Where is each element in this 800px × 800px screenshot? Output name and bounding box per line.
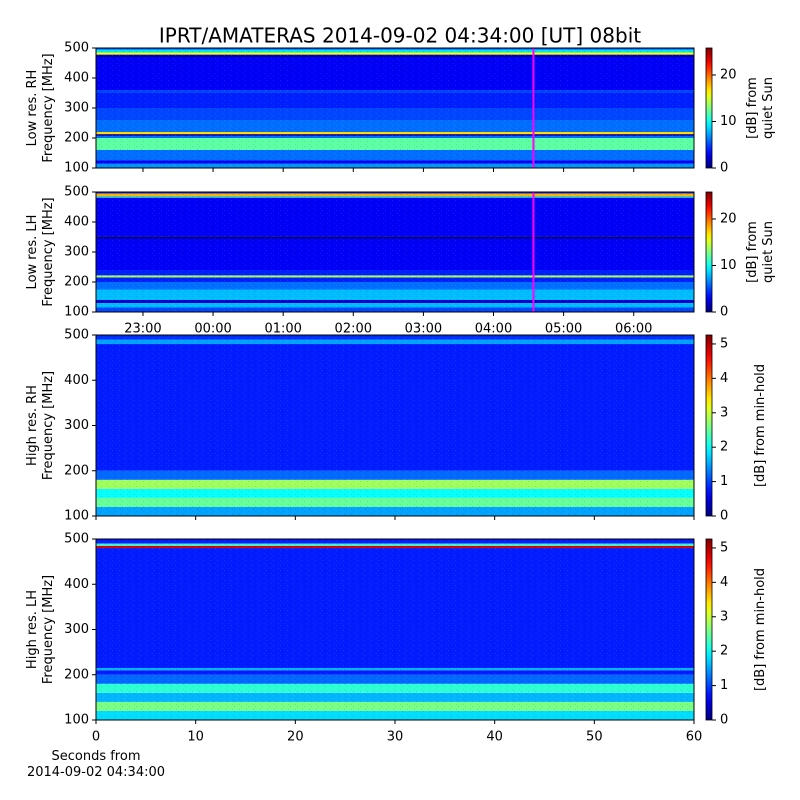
- y-tick-label: 400: [64, 577, 89, 592]
- y-tick-label: 300: [64, 622, 89, 637]
- colorbar-label: [dB] fromquiet Sun: [745, 77, 776, 139]
- x-tick-label: 40: [486, 730, 503, 745]
- x-tick-label: 04:00: [475, 322, 512, 337]
- colorbar-tick-label: 3: [720, 609, 728, 624]
- y-tick-label: 400: [64, 373, 89, 388]
- chart-title: IPRT/AMATERAS 2014-09-02 04:34:00 [UT] 0…: [159, 24, 641, 48]
- y-axis-label: Low res. LHFrequency [MHz]: [25, 197, 56, 306]
- y-tick-label: 400: [64, 215, 89, 230]
- colorbar: [705, 334, 713, 517]
- x-tick-label: 03:00: [405, 322, 442, 337]
- x-tick-label: 10: [187, 730, 204, 745]
- x-tick-label: 02:00: [335, 322, 372, 337]
- x-tick-label: 0: [92, 730, 100, 745]
- colorbar: [705, 538, 713, 721]
- y-axis-label: High res. RHFrequency [MHz]: [25, 371, 56, 480]
- y-tick-label: 300: [64, 101, 89, 116]
- y-axis-label: High res. LHFrequency [MHz]: [25, 575, 56, 684]
- colorbar-tick-label: 1: [720, 474, 728, 489]
- x-tick-label: 06:00: [615, 322, 652, 337]
- y-tick-label: 400: [64, 71, 89, 86]
- x-tick-label: 20: [287, 730, 304, 745]
- colorbar-tick-label: 10: [720, 258, 737, 273]
- colorbar-label: [dB] from min-hold: [753, 568, 768, 691]
- y-tick-label: 200: [64, 667, 89, 682]
- colorbar-tick-label: 5: [720, 336, 728, 351]
- colorbar-tick-label: 2: [720, 644, 728, 659]
- y-tick-label: 100: [64, 713, 89, 728]
- y-tick-label: 100: [64, 161, 89, 176]
- colorbar-tick-label: 0: [720, 305, 728, 320]
- y-tick-label: 200: [64, 463, 89, 478]
- colorbar-tick-label: 2: [720, 440, 728, 455]
- x-tick-label: 60: [686, 730, 703, 745]
- colorbar-tick-label: 0: [720, 161, 728, 176]
- y-tick-label: 500: [64, 41, 89, 56]
- colorbar: [705, 47, 713, 169]
- colorbar-tick-label: 4: [720, 575, 728, 590]
- texture: [96, 48, 694, 168]
- y-tick-label: 200: [64, 131, 89, 146]
- colorbar: [705, 191, 713, 313]
- x-tick-label: 05:00: [545, 322, 582, 337]
- x-tick-label: 50: [586, 730, 603, 745]
- y-tick-label: 200: [64, 275, 89, 290]
- colorbar-tick-label: 1: [720, 678, 728, 693]
- x-tick-label: 01:00: [264, 322, 301, 337]
- colorbar-tick-label: 0: [720, 509, 728, 524]
- x-tick-label: 30: [387, 730, 404, 745]
- x-tick-label: 23:00: [124, 322, 161, 337]
- y-tick-label: 300: [64, 418, 89, 433]
- colorbar-tick-label: 5: [720, 540, 728, 555]
- y-tick-label: 100: [64, 509, 89, 524]
- colorbar-tick-label: 20: [720, 67, 737, 82]
- x-axis-label: Seconds from 2014-09-02 04:34:00: [27, 749, 165, 780]
- texture: [96, 192, 694, 312]
- y-tick-label: 100: [64, 305, 89, 320]
- y-tick-label: 300: [64, 245, 89, 260]
- y-tick-label: 500: [64, 532, 89, 547]
- colorbar-tick-label: 3: [720, 405, 728, 420]
- texture: [96, 335, 694, 516]
- x-tick-label: 00:00: [194, 322, 231, 337]
- colorbar-label: [dB] from min-hold: [753, 364, 768, 487]
- colorbar-tick-label: 4: [720, 371, 728, 386]
- texture: [96, 539, 694, 720]
- colorbar-tick-label: 10: [720, 114, 737, 129]
- colorbar-tick-label: 0: [720, 713, 728, 728]
- y-tick-label: 500: [64, 328, 89, 343]
- colorbar-tick-label: 20: [720, 211, 737, 226]
- y-tick-label: 500: [64, 185, 89, 200]
- colorbar-label: [dB] fromquiet Sun: [745, 221, 776, 283]
- y-axis-label: Low res. RHFrequency [MHz]: [25, 53, 56, 162]
